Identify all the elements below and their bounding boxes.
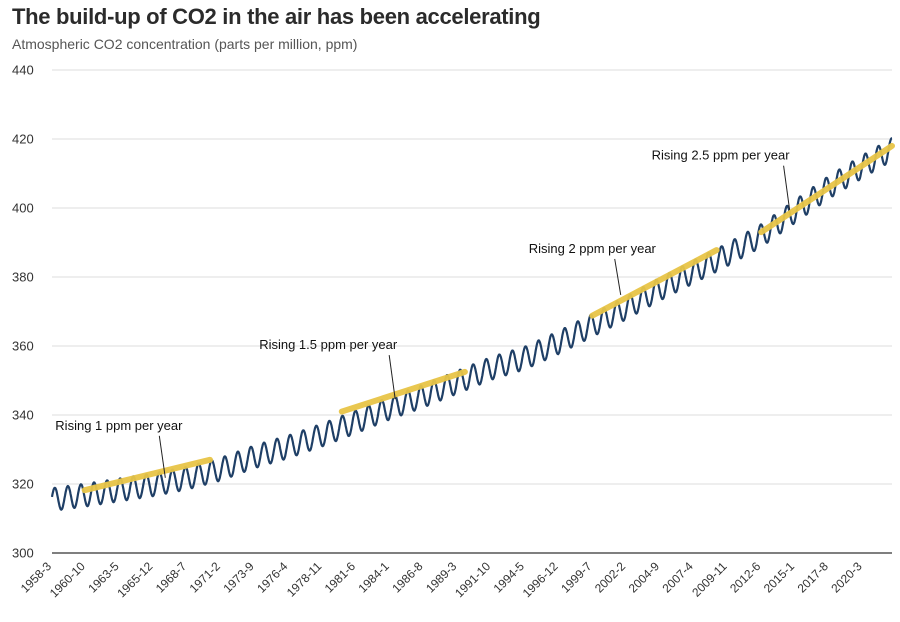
x-tick-label: 2012-6 [727, 559, 764, 596]
x-tick-label: 1973-9 [220, 559, 257, 596]
series-layer [50, 137, 893, 511]
x-tick-label: 1971-2 [187, 559, 224, 596]
chart-title: The build-up of CO2 in the air has been … [12, 4, 541, 29]
y-tick-label: 420 [12, 132, 34, 147]
annotation-label: Rising 1.5 ppm per year [259, 337, 398, 352]
trend-segment [589, 247, 720, 319]
annotation-label: Rising 1 ppm per year [55, 418, 183, 433]
x-tick-label: 1978-11 [284, 559, 325, 600]
trend-segment [758, 142, 895, 236]
y-tick-label: 400 [12, 201, 34, 216]
annotation-leader [783, 165, 791, 210]
y-tick-label: 320 [12, 477, 34, 492]
annotation-leader [158, 435, 166, 478]
x-tick-label: 2009-11 [689, 559, 730, 600]
x-tick-label: 2017-8 [795, 559, 832, 596]
chart-subtitle: Atmospheric CO2 concentration (parts per… [12, 36, 358, 52]
y-tick-label: 340 [12, 408, 34, 423]
x-tick-label: 1996-12 [520, 559, 561, 600]
x-tick-label: 1960-10 [47, 559, 88, 600]
x-tick-label: 2002-2 [592, 559, 629, 596]
annotation-layer: Rising 1 ppm per year Rising 1.5 ppm per … [55, 148, 790, 478]
x-tick-label: 2020-3 [828, 559, 865, 596]
grid-layer [52, 69, 892, 554]
annotation-leader [614, 258, 622, 296]
trend-segment [338, 368, 468, 415]
x-tick-label: 1999-7 [558, 559, 595, 596]
co2-monthly-line [50, 137, 893, 511]
annotation-label: Rising 2 ppm per year [529, 241, 657, 256]
x-axis: 1958-31960-101963-51965-121968-71971-219… [18, 559, 865, 600]
y-tick-label: 440 [12, 63, 34, 78]
trend-segment [81, 456, 213, 494]
annotation-leader [388, 355, 396, 400]
x-tick-label: 1986-8 [389, 559, 426, 596]
annotation-label: Rising 2.5 ppm per year [652, 148, 791, 163]
x-tick-label: 1968-7 [153, 559, 190, 596]
x-tick-label: 2004-9 [626, 559, 663, 596]
x-tick-label: 2015-1 [761, 559, 798, 596]
y-tick-label: 360 [12, 339, 34, 354]
y-axis: 300 320 340 360 380 400 420 440 [12, 63, 34, 561]
x-tick-label: 1965-12 [114, 559, 155, 600]
x-tick-label: 1981-6 [322, 559, 359, 596]
y-tick-label: 300 [12, 546, 34, 561]
x-tick-label: 1984-1 [356, 559, 393, 596]
trend-layer [81, 142, 895, 494]
x-tick-label: 1991-10 [452, 559, 493, 600]
y-tick-label: 380 [12, 270, 34, 285]
